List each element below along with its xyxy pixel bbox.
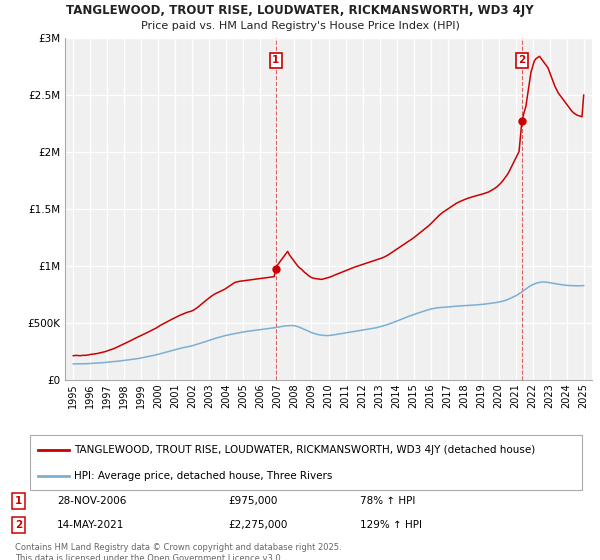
Text: 1: 1 (15, 496, 22, 506)
FancyBboxPatch shape (30, 435, 582, 490)
Text: £975,000: £975,000 (228, 496, 277, 506)
Text: HPI: Average price, detached house, Three Rivers: HPI: Average price, detached house, Thre… (74, 472, 332, 481)
Text: Contains HM Land Registry data © Crown copyright and database right 2025.
This d: Contains HM Land Registry data © Crown c… (15, 543, 341, 560)
Text: 78% ↑ HPI: 78% ↑ HPI (360, 496, 415, 506)
Text: TANGLEWOOD, TROUT RISE, LOUDWATER, RICKMANSWORTH, WD3 4JY: TANGLEWOOD, TROUT RISE, LOUDWATER, RICKM… (66, 4, 534, 17)
Text: 129% ↑ HPI: 129% ↑ HPI (360, 520, 422, 530)
Text: £2,275,000: £2,275,000 (228, 520, 287, 530)
Text: 28-NOV-2006: 28-NOV-2006 (57, 496, 127, 506)
Text: 1: 1 (272, 55, 280, 66)
Text: Price paid vs. HM Land Registry's House Price Index (HPI): Price paid vs. HM Land Registry's House … (140, 21, 460, 31)
Text: 14-MAY-2021: 14-MAY-2021 (57, 520, 124, 530)
Text: 2: 2 (518, 55, 526, 66)
Text: 2: 2 (15, 520, 22, 530)
Text: TANGLEWOOD, TROUT RISE, LOUDWATER, RICKMANSWORTH, WD3 4JY (detached house): TANGLEWOOD, TROUT RISE, LOUDWATER, RICKM… (74, 445, 535, 455)
